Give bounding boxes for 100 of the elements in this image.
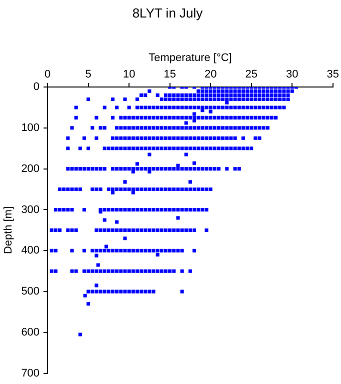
point xyxy=(50,269,54,273)
point xyxy=(172,136,176,140)
point xyxy=(200,93,204,97)
point xyxy=(180,228,184,232)
point xyxy=(237,116,241,120)
point xyxy=(225,136,229,140)
point xyxy=(200,188,204,192)
point xyxy=(184,116,188,120)
point xyxy=(148,167,152,171)
point xyxy=(176,126,180,130)
point xyxy=(119,116,123,120)
point xyxy=(254,98,258,102)
point xyxy=(192,116,196,120)
point xyxy=(86,269,90,273)
point xyxy=(90,167,94,171)
point xyxy=(156,93,160,97)
point xyxy=(168,146,172,150)
point xyxy=(135,126,139,130)
point xyxy=(70,188,74,192)
point xyxy=(176,106,180,110)
point xyxy=(135,269,139,273)
point xyxy=(250,106,254,110)
point xyxy=(188,228,192,232)
point xyxy=(127,248,131,252)
point xyxy=(200,126,204,130)
point xyxy=(233,126,237,130)
point xyxy=(140,106,144,110)
point xyxy=(192,126,196,130)
point xyxy=(184,146,188,150)
point xyxy=(131,269,135,273)
point xyxy=(62,208,66,212)
point xyxy=(262,93,266,97)
point xyxy=(176,228,180,232)
point xyxy=(225,167,229,171)
point xyxy=(216,116,221,120)
point xyxy=(164,269,168,273)
point xyxy=(180,93,184,97)
point xyxy=(286,98,290,102)
point xyxy=(160,228,164,232)
point xyxy=(94,290,98,294)
point xyxy=(78,188,82,192)
point xyxy=(225,116,229,120)
x-tick-label: 0 xyxy=(44,68,51,80)
point xyxy=(233,93,237,97)
point xyxy=(168,106,172,110)
point xyxy=(212,146,216,150)
point xyxy=(286,93,290,97)
point xyxy=(119,228,123,232)
point xyxy=(172,269,176,273)
point xyxy=(152,126,156,130)
point xyxy=(204,167,208,171)
point xyxy=(172,126,176,130)
x-tick-label: 20 xyxy=(204,68,217,80)
point xyxy=(254,106,258,110)
point xyxy=(270,116,274,120)
point xyxy=(237,167,241,171)
point xyxy=(168,98,172,102)
point xyxy=(208,106,212,110)
point xyxy=(258,136,262,140)
point xyxy=(241,93,245,97)
x-tick-label: 10 xyxy=(122,68,136,80)
point xyxy=(188,188,192,192)
point xyxy=(90,188,94,192)
point xyxy=(74,188,78,192)
point xyxy=(221,93,225,97)
point xyxy=(58,228,62,232)
point xyxy=(148,228,152,232)
point xyxy=(241,98,245,102)
point xyxy=(106,269,110,273)
point xyxy=(168,93,172,97)
point xyxy=(135,188,139,192)
point xyxy=(148,152,152,156)
point xyxy=(164,116,168,120)
point xyxy=(66,228,70,232)
point xyxy=(119,290,123,294)
point xyxy=(102,167,106,171)
point xyxy=(111,228,115,232)
point xyxy=(140,290,144,294)
point xyxy=(131,188,135,192)
point xyxy=(200,167,204,171)
point xyxy=(176,164,180,168)
point xyxy=(127,136,131,140)
point xyxy=(135,106,139,110)
point xyxy=(192,112,196,116)
point xyxy=(164,208,168,212)
point xyxy=(192,106,196,110)
y-tick-label: 300 xyxy=(21,204,40,216)
point xyxy=(270,98,274,102)
point xyxy=(144,106,148,110)
point xyxy=(192,93,196,97)
point xyxy=(90,126,94,130)
point xyxy=(180,269,184,273)
point xyxy=(131,190,135,194)
point xyxy=(156,208,160,212)
point xyxy=(184,188,188,192)
point xyxy=(172,98,176,102)
point xyxy=(212,89,216,93)
point xyxy=(54,228,58,232)
point xyxy=(127,290,131,294)
point xyxy=(229,98,233,102)
